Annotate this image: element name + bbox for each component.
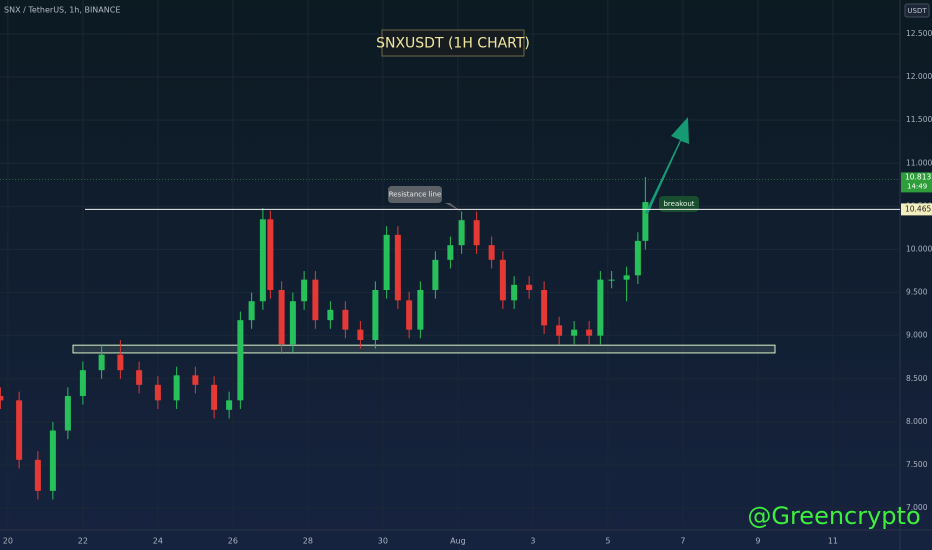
candle-body xyxy=(511,284,518,301)
candle-body xyxy=(192,375,199,385)
candle-body xyxy=(383,234,390,290)
resistance-price-box xyxy=(901,203,932,216)
candle-body xyxy=(473,220,480,246)
last-price-label: 10.813 xyxy=(905,172,931,181)
support-zone xyxy=(72,344,776,354)
watermark: @Greencrypto xyxy=(747,502,920,530)
x-tick-label: 5 xyxy=(605,537,610,546)
candle-body xyxy=(406,300,413,330)
resistance-callout xyxy=(388,186,462,212)
candle-body xyxy=(642,202,649,241)
y-tick-label: 12.500 xyxy=(906,29,932,38)
y-tick-label: 7.000 xyxy=(906,503,928,512)
y-tick-label: 8.500 xyxy=(906,374,928,383)
candle-body xyxy=(211,384,218,410)
candle-body xyxy=(499,259,506,301)
candle-body xyxy=(312,279,319,321)
y-tick-label: 11.000 xyxy=(906,158,932,167)
breakout-box xyxy=(659,196,699,212)
y-tick-label: 11.500 xyxy=(906,115,932,124)
x-tick-label: 26 xyxy=(228,537,238,546)
candle-body xyxy=(0,396,4,401)
candle-body xyxy=(226,400,233,410)
candle-body xyxy=(608,279,615,281)
y-tick-label: 9.000 xyxy=(906,331,928,340)
candle-body xyxy=(49,430,56,491)
resistance-price-label: 10.465 xyxy=(905,204,931,213)
x-tick-label: Aug xyxy=(450,537,466,546)
candle-body xyxy=(541,290,548,326)
candle-body xyxy=(432,259,439,290)
candle-body xyxy=(136,370,143,385)
candle-body xyxy=(34,459,41,491)
candle-body xyxy=(327,309,334,321)
x-tick-label: 28 xyxy=(303,537,313,546)
y-tick-label: 9.500 xyxy=(906,288,928,297)
x-tick-label: 7 xyxy=(680,537,685,546)
symbol-info: SNX / TetherUS, 1h, BINANCE xyxy=(4,6,120,15)
y-tick-label: 10.000 xyxy=(906,244,932,253)
candle-body xyxy=(394,234,401,301)
candle-body xyxy=(289,301,296,345)
last-price-box xyxy=(901,172,932,193)
candle-body xyxy=(79,370,86,397)
candle-body xyxy=(357,329,364,340)
x-tick-label: 9 xyxy=(755,537,760,546)
candle-body xyxy=(248,301,255,321)
candle-body xyxy=(372,290,379,340)
x-tick-label: 3 xyxy=(530,537,535,546)
unit-label: USDT xyxy=(907,7,927,15)
candle-body xyxy=(98,354,105,371)
title-box xyxy=(381,29,525,57)
x-tick-label: 11 xyxy=(828,537,838,546)
candle-body xyxy=(237,320,244,401)
candle-body xyxy=(597,279,604,336)
chart-title: SNXUSDT (1H CHART) xyxy=(376,36,530,52)
candle-body xyxy=(278,290,285,345)
candle-body xyxy=(556,325,563,336)
x-tick-label: 20 xyxy=(3,537,13,546)
candle-body xyxy=(154,384,161,401)
candle-body xyxy=(267,219,274,290)
x-tick-label: 22 xyxy=(78,537,88,546)
candle-body xyxy=(16,400,23,460)
candle-body xyxy=(173,375,180,401)
candle-body xyxy=(342,309,349,330)
x-tick-label: 24 xyxy=(153,537,163,546)
trend-arrow xyxy=(645,117,689,214)
candle-body xyxy=(586,329,593,336)
unit-box xyxy=(904,3,930,18)
resistance-label: Resistance line xyxy=(389,191,442,199)
x-tick-label: 30 xyxy=(378,537,388,546)
candle-body xyxy=(64,396,71,431)
candle-body xyxy=(488,245,495,260)
candle-body xyxy=(571,329,578,336)
candle-body xyxy=(447,245,454,260)
candle-body xyxy=(259,219,266,302)
candle-body xyxy=(526,284,533,290)
breakout-label: breakout xyxy=(663,200,694,208)
y-tick-label: 7.500 xyxy=(906,460,928,469)
candle-body xyxy=(301,279,308,302)
candle-body xyxy=(117,354,124,371)
candle-body xyxy=(458,220,465,246)
countdown-label: 14:49 xyxy=(907,182,927,190)
y-tick-label: 12.000 xyxy=(906,72,932,81)
candle-body xyxy=(417,290,424,330)
candle-body xyxy=(623,275,630,280)
y-tick-label: 8.000 xyxy=(906,417,928,426)
candle-body xyxy=(634,240,641,276)
